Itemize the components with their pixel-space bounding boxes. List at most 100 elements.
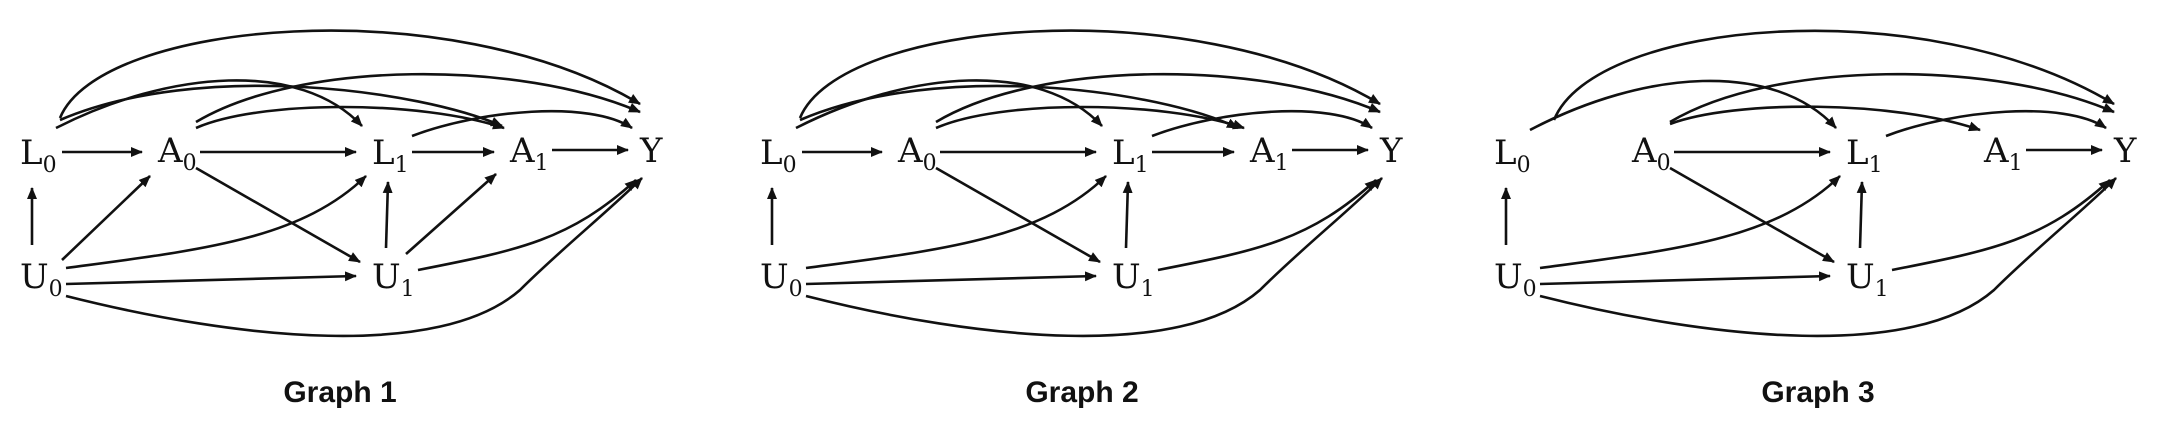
graph2-node-U1-label: U bbox=[1112, 257, 1141, 297]
graph3-node-L1-subscript: 1 bbox=[1869, 153, 1883, 178]
graph1-node-A1: A1 bbox=[509, 131, 549, 176]
graph3-node-L0-subscript: 0 bbox=[1517, 153, 1531, 178]
graph3-node-L0: L0 bbox=[1494, 133, 1531, 178]
graph2-node-A1-label: A bbox=[1249, 131, 1275, 171]
graph2-edge-L0-A1 bbox=[799, 84, 1239, 130]
graph3-node-U1-label: U bbox=[1846, 257, 1875, 297]
graph2-edge-L0-Y bbox=[798, 29, 1381, 119]
graph3-edge-U1-Y bbox=[1891, 179, 2111, 272]
graph2-edge-A0-U1 bbox=[935, 166, 1101, 264]
graph3-edge-U0-L1 bbox=[1539, 175, 1841, 270]
graph3-edge-L0-Y bbox=[1552, 29, 2115, 121]
graph2-edge-U0-Y bbox=[805, 177, 1383, 338]
graph2-node-L0-subscript: 0 bbox=[783, 153, 797, 178]
graph1-node-L1-label: L bbox=[372, 133, 395, 173]
graph1-edge-U0-Y bbox=[65, 177, 643, 338]
graph1-node-L1: L1 bbox=[372, 133, 409, 178]
graph1-node-L0-label: L bbox=[20, 133, 43, 173]
graph2-node-A0-subscript: 0 bbox=[923, 151, 937, 176]
graph2-node-A1: A1 bbox=[1249, 131, 1289, 176]
graph2-edge-A0-Y bbox=[935, 72, 1381, 124]
graph1-node-A1-subscript: 1 bbox=[535, 151, 549, 176]
graph2-node-U0: U0 bbox=[760, 257, 803, 302]
graph2-node-L1-subscript: 1 bbox=[1135, 153, 1149, 178]
graph2-node-L0: L0 bbox=[760, 133, 797, 178]
graph3-edge-L0-L1 bbox=[1529, 79, 1837, 132]
graph2-node-U1: U1 bbox=[1112, 257, 1155, 302]
graph1-edge-L0-A1 bbox=[59, 84, 503, 128]
graph2-node-U0-subscript: 0 bbox=[789, 277, 803, 302]
graph2-edge-U0-L1 bbox=[805, 175, 1107, 270]
graph1-edge-L1-Y bbox=[411, 109, 633, 138]
graph1-node-A0: A0 bbox=[157, 131, 197, 176]
graph1-edge-A0-A1 bbox=[195, 105, 505, 130]
graph1-edge-A0-U1 bbox=[195, 166, 361, 264]
graph3-node-U0-subscript: 0 bbox=[1523, 277, 1537, 302]
graph3-edge-U1-L1 bbox=[1856, 181, 1867, 249]
graph1-node-U0-label: U bbox=[20, 257, 49, 297]
graph3-node-Y-label: Y bbox=[2113, 131, 2137, 171]
graph2-node-U1-subscript: 1 bbox=[1141, 277, 1155, 302]
graph3-node-Y: Y bbox=[2113, 131, 2137, 171]
graph3-edge-A0-U1 bbox=[1669, 166, 1835, 264]
graph1-edge-L0-Y bbox=[58, 29, 641, 119]
graph2-edge-U0-U1 bbox=[805, 271, 1097, 286]
graph2-node-Y-label: Y bbox=[1379, 131, 1403, 171]
graph1-node-U0: U0 bbox=[20, 257, 63, 302]
graph1-edge-U1-Y bbox=[417, 179, 637, 272]
graph2-node-U0-label: U bbox=[760, 257, 789, 297]
graph1-node-A0-label: A bbox=[157, 131, 183, 171]
graph1-node-A1-label: A bbox=[509, 131, 535, 171]
graph1-node-Y-label: Y bbox=[639, 131, 663, 171]
graph1-node-L0-subscript: 0 bbox=[43, 153, 57, 178]
graph1-node-A0-subscript: 0 bbox=[183, 151, 197, 176]
graph1-edge-U0-L1 bbox=[65, 175, 367, 270]
graph3-node-U1-subscript: 1 bbox=[1875, 277, 1889, 302]
graph2-edge-U1-Y bbox=[1157, 179, 1377, 272]
graph3-node-U1: U1 bbox=[1846, 257, 1889, 302]
graph2-node-A1-subscript: 1 bbox=[1275, 151, 1289, 176]
graph2-node-A0-label: A bbox=[897, 131, 923, 171]
graph3-edge-U0-Y bbox=[1539, 177, 2117, 338]
graph3-node-A0: A0 bbox=[1631, 131, 1671, 176]
graph3-node-A1-label: A bbox=[1983, 131, 2009, 171]
graph2-edge-U1-L1 bbox=[1122, 181, 1133, 249]
graph3-node-L1: L1 bbox=[1846, 133, 1883, 178]
graph3-node-L0-label: L bbox=[1494, 133, 1517, 173]
graph3-edge-U0-U1 bbox=[1539, 271, 1831, 286]
graph2-node-A0: A0 bbox=[897, 131, 937, 176]
graph1-node-L0: L0 bbox=[20, 133, 57, 178]
graph1-node-L1-subscript: 1 bbox=[395, 153, 409, 178]
graph3-node-L1-label: L bbox=[1846, 133, 1869, 173]
graph2-title: Graph 2 bbox=[1025, 376, 1138, 409]
graph3-edge-L1-Y bbox=[1885, 109, 2107, 138]
graph3-node-A1: A1 bbox=[1983, 131, 2023, 176]
graph3-node-A1-subscript: 1 bbox=[2009, 151, 2023, 176]
graph1-edge-U1-L1 bbox=[382, 181, 393, 249]
graph2-node-L1-label: L bbox=[1112, 133, 1135, 173]
graph1-edge-L0-L1 bbox=[55, 79, 363, 130]
graph1-node-U1-subscript: 1 bbox=[401, 277, 415, 302]
graph3-node-A0-label: A bbox=[1631, 131, 1657, 171]
graph3-node-U0-label: U bbox=[1494, 257, 1523, 297]
graph1-node-U0-subscript: 0 bbox=[49, 277, 63, 302]
graph2-node-Y: Y bbox=[1379, 131, 1403, 171]
graph3-node-A0-subscript: 0 bbox=[1657, 151, 1671, 176]
graph1-edge-U0-A0 bbox=[61, 175, 151, 261]
graph1-edge-U1-A1 bbox=[405, 173, 497, 255]
graph1-node-U1-label: U bbox=[372, 257, 401, 297]
graph3-edge-A0-Y bbox=[1669, 72, 2115, 124]
graph1-node-Y: Y bbox=[639, 131, 663, 171]
graph1-title: Graph 1 bbox=[283, 376, 396, 409]
graph3-title: Graph 3 bbox=[1761, 376, 1874, 409]
graph1-edge-U0-U1 bbox=[65, 271, 357, 286]
graph3-node-U0: U0 bbox=[1494, 257, 1537, 302]
graph1-node-U1: U1 bbox=[372, 257, 415, 302]
graph1-edge-A0-Y bbox=[195, 72, 641, 124]
graph2-edge-A0-A1 bbox=[935, 105, 1245, 130]
graph2-edge-L0-L1 bbox=[795, 79, 1103, 130]
